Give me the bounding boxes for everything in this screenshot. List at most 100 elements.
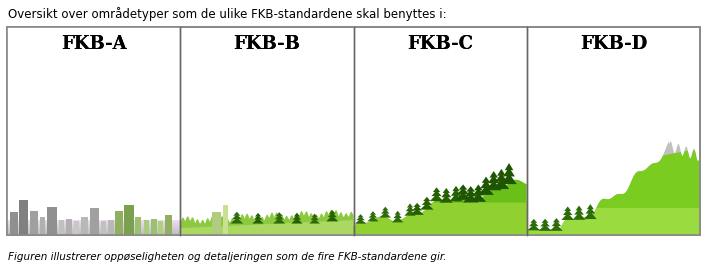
Polygon shape	[404, 210, 416, 216]
Text: Oversikt over områdetyper som de ulike FKB-standardene skal benyttes i:: Oversikt over områdetyper som de ulike F…	[8, 7, 447, 21]
Bar	[7, 222, 180, 223]
Bar	[212, 212, 221, 235]
Text: Figuren illustrerer oppøseligheten og detaljeringen som de fire FKB-standardene : Figuren illustrerer oppøseligheten og de…	[8, 252, 447, 262]
Text: FKB-B: FKB-B	[233, 35, 300, 53]
Bar	[90, 208, 99, 235]
Polygon shape	[527, 208, 700, 235]
Polygon shape	[370, 211, 376, 215]
Polygon shape	[423, 197, 431, 201]
Polygon shape	[230, 218, 243, 224]
Polygon shape	[527, 150, 700, 235]
Bar	[40, 217, 45, 235]
Polygon shape	[180, 220, 354, 235]
Polygon shape	[584, 211, 597, 219]
Polygon shape	[561, 213, 574, 220]
Polygon shape	[551, 221, 561, 226]
Polygon shape	[310, 216, 319, 220]
Bar	[108, 220, 114, 235]
Polygon shape	[564, 207, 571, 211]
Polygon shape	[356, 216, 365, 220]
Bar	[101, 221, 106, 235]
Bar	[7, 224, 180, 225]
Polygon shape	[392, 217, 403, 222]
Polygon shape	[252, 218, 264, 224]
Bar	[144, 220, 149, 235]
Polygon shape	[493, 179, 509, 189]
Polygon shape	[463, 194, 479, 202]
Bar	[7, 27, 180, 220]
Bar	[7, 225, 180, 226]
Bar	[7, 231, 180, 233]
Polygon shape	[459, 184, 467, 190]
Polygon shape	[293, 215, 301, 220]
Polygon shape	[355, 219, 366, 224]
Bar	[19, 200, 28, 235]
Bar	[124, 205, 134, 235]
Polygon shape	[575, 205, 583, 210]
Polygon shape	[540, 221, 550, 227]
Polygon shape	[481, 177, 491, 183]
Polygon shape	[412, 205, 422, 211]
Polygon shape	[441, 191, 451, 197]
Polygon shape	[430, 194, 443, 201]
Polygon shape	[414, 203, 421, 207]
Text: FKB-B: FKB-B	[233, 35, 300, 53]
Polygon shape	[326, 215, 338, 221]
Polygon shape	[542, 219, 549, 223]
Polygon shape	[395, 211, 401, 215]
Polygon shape	[422, 200, 432, 205]
Bar	[59, 220, 64, 235]
Polygon shape	[380, 212, 391, 218]
Polygon shape	[486, 180, 501, 190]
Polygon shape	[497, 169, 506, 176]
Polygon shape	[393, 213, 402, 218]
Bar	[7, 231, 180, 232]
Text: FKB-A: FKB-A	[61, 35, 127, 53]
Polygon shape	[472, 188, 484, 195]
Polygon shape	[587, 204, 594, 209]
Polygon shape	[410, 209, 423, 215]
Polygon shape	[539, 225, 551, 231]
Text: FKB-A: FKB-A	[61, 35, 127, 53]
Bar	[7, 226, 180, 227]
Bar	[74, 221, 79, 235]
Polygon shape	[465, 190, 477, 197]
Polygon shape	[254, 215, 262, 220]
Polygon shape	[496, 173, 507, 182]
Polygon shape	[407, 203, 413, 208]
Polygon shape	[276, 212, 283, 216]
Polygon shape	[527, 141, 700, 235]
Polygon shape	[480, 180, 492, 188]
Text: FKB-C: FKB-C	[407, 35, 473, 53]
Bar	[81, 217, 88, 235]
Polygon shape	[530, 219, 537, 223]
Polygon shape	[505, 163, 513, 170]
Polygon shape	[529, 221, 539, 226]
Polygon shape	[294, 213, 300, 217]
Bar	[7, 232, 180, 233]
Polygon shape	[369, 213, 378, 218]
Polygon shape	[573, 212, 585, 220]
Polygon shape	[358, 214, 363, 217]
Polygon shape	[310, 218, 320, 224]
Bar	[7, 220, 180, 221]
Polygon shape	[354, 180, 527, 235]
Polygon shape	[488, 175, 500, 183]
Bar	[7, 229, 180, 230]
Bar	[223, 205, 228, 235]
Bar	[10, 212, 18, 235]
Polygon shape	[585, 207, 595, 214]
Bar	[7, 220, 180, 221]
Bar	[7, 223, 180, 225]
Polygon shape	[553, 218, 560, 222]
Bar	[7, 230, 180, 231]
Bar	[7, 222, 180, 224]
Polygon shape	[563, 209, 573, 215]
Polygon shape	[527, 225, 540, 230]
Bar	[47, 207, 57, 235]
Bar	[7, 228, 180, 229]
Bar	[115, 211, 123, 235]
Polygon shape	[489, 171, 498, 178]
Bar	[30, 211, 38, 235]
Bar	[7, 221, 180, 222]
